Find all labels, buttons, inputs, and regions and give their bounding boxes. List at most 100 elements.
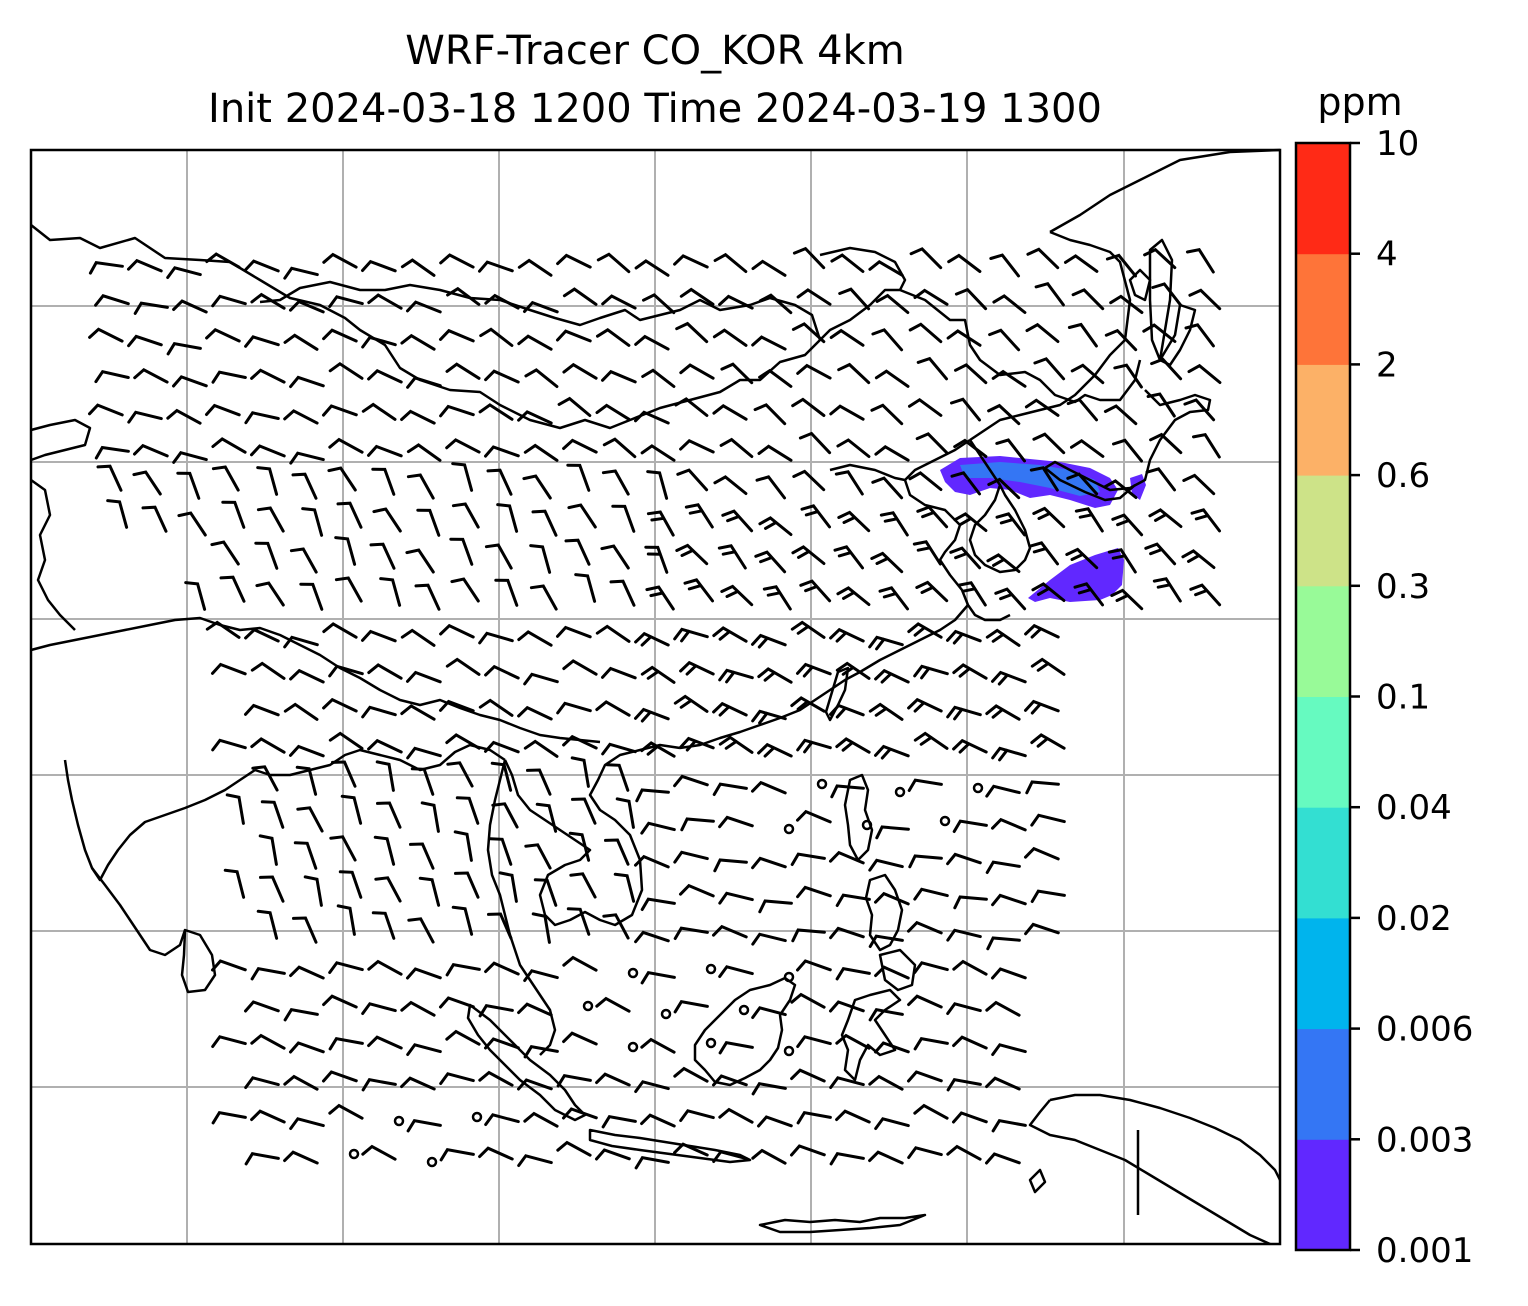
wind-barb bbox=[289, 668, 325, 684]
wind-barb bbox=[283, 1008, 319, 1022]
colorbar-segment bbox=[1296, 807, 1350, 919]
wind-barb bbox=[684, 503, 714, 529]
wind-barb bbox=[328, 437, 364, 454]
wind-barb bbox=[517, 630, 553, 647]
coast-primorye bbox=[969, 230, 1132, 442]
wind-barb bbox=[946, 329, 982, 347]
colorbar-segment bbox=[1296, 253, 1350, 365]
coast-sumatra bbox=[466, 1003, 587, 1122]
colorbar-segment bbox=[1296, 696, 1350, 808]
wind-barb bbox=[953, 512, 988, 532]
wind-barb bbox=[909, 247, 943, 270]
wind-barb bbox=[946, 852, 982, 866]
wind-barb bbox=[567, 503, 597, 529]
wind-barb bbox=[371, 911, 396, 940]
wind-barb bbox=[791, 545, 826, 565]
wind-barb bbox=[673, 1142, 709, 1157]
wind-barb bbox=[947, 253, 982, 273]
wind-barb-calm bbox=[348, 1148, 360, 1160]
wind-barb bbox=[1070, 438, 1105, 458]
wind-barb bbox=[484, 961, 520, 976]
wind-barb bbox=[1034, 281, 1065, 307]
wind-barb bbox=[1073, 582, 1104, 607]
wind-barb bbox=[916, 356, 948, 381]
wind-barb bbox=[986, 553, 1021, 573]
wind-barb bbox=[762, 585, 792, 611]
wind-barb bbox=[439, 623, 475, 639]
wind-barb bbox=[596, 252, 631, 274]
wind-barb bbox=[949, 546, 982, 570]
wind-barb bbox=[334, 576, 363, 603]
wind-barb bbox=[753, 403, 787, 426]
wind-barb bbox=[328, 1103, 364, 1120]
wind-barb-calm bbox=[816, 778, 828, 790]
wind-barb bbox=[400, 704, 436, 721]
wind-barb bbox=[336, 501, 363, 529]
wind-barb bbox=[989, 253, 1020, 278]
wind-barb bbox=[556, 253, 592, 269]
wind-barb bbox=[439, 1148, 475, 1162]
wind-barb bbox=[615, 797, 635, 829]
wind-barb bbox=[127, 410, 163, 424]
wind-barb bbox=[907, 778, 943, 792]
wind-barb bbox=[673, 774, 709, 788]
wind-barb bbox=[1105, 253, 1137, 278]
wind-barb bbox=[517, 1002, 553, 1017]
wind-barb bbox=[712, 782, 748, 796]
wind-barb bbox=[673, 926, 709, 940]
colorbar-tick-label: 0.003 bbox=[1376, 1120, 1473, 1160]
wind-barb bbox=[418, 876, 441, 907]
wind-barb bbox=[875, 293, 910, 314]
wind-barb bbox=[400, 628, 436, 647]
wind-barb bbox=[301, 507, 324, 537]
wind-barb bbox=[172, 375, 208, 388]
wind-barb bbox=[595, 403, 631, 421]
wind-barb bbox=[874, 444, 910, 462]
wind-barb bbox=[751, 1006, 787, 1019]
wind-barb bbox=[878, 586, 909, 611]
wind-barb bbox=[874, 965, 910, 980]
wind-barb bbox=[1144, 542, 1177, 566]
wind-barb bbox=[406, 967, 442, 980]
wind-barb bbox=[835, 893, 871, 907]
wind-barb bbox=[1028, 541, 1059, 566]
wind-barb bbox=[289, 375, 325, 389]
wind-barb bbox=[609, 579, 636, 607]
wind-barb bbox=[908, 854, 943, 869]
wind-barb bbox=[721, 509, 754, 533]
coast-bengal bbox=[254, 743, 506, 777]
wind-barb bbox=[478, 1070, 514, 1087]
wind-barb bbox=[133, 301, 169, 315]
wind-barb bbox=[718, 1041, 754, 1055]
wind-barb bbox=[644, 545, 669, 574]
wind-barb bbox=[595, 996, 631, 1013]
wind-barb bbox=[283, 266, 319, 280]
wind-barb bbox=[791, 322, 826, 344]
wind-barb bbox=[791, 928, 826, 943]
wind-barb bbox=[250, 1109, 286, 1124]
wind-barb bbox=[445, 1029, 481, 1046]
map-frame bbox=[29, 148, 1282, 1246]
wind-barb bbox=[205, 403, 241, 417]
wind-barb bbox=[522, 474, 552, 500]
wind-barb bbox=[406, 1119, 442, 1133]
wind-barb bbox=[946, 1002, 982, 1015]
wind-barb bbox=[946, 705, 982, 721]
wind-barb bbox=[796, 1111, 832, 1125]
wind-barb bbox=[336, 904, 356, 936]
wind-barb bbox=[478, 260, 514, 273]
wind-barb bbox=[484, 664, 520, 680]
wind-barb bbox=[367, 293, 403, 310]
wind-barb bbox=[601, 666, 637, 680]
wind-barb bbox=[835, 661, 871, 680]
wind-barb bbox=[634, 1080, 670, 1093]
wind-barb bbox=[718, 668, 754, 684]
wind-barb bbox=[439, 328, 475, 343]
wind-barb bbox=[758, 293, 793, 315]
wind-barb bbox=[673, 254, 709, 269]
wind-barb-calm bbox=[627, 1041, 639, 1053]
wind-barb bbox=[172, 299, 208, 314]
wind-barb bbox=[634, 854, 670, 869]
wind-barb bbox=[713, 858, 748, 873]
wind-barb bbox=[829, 926, 865, 940]
